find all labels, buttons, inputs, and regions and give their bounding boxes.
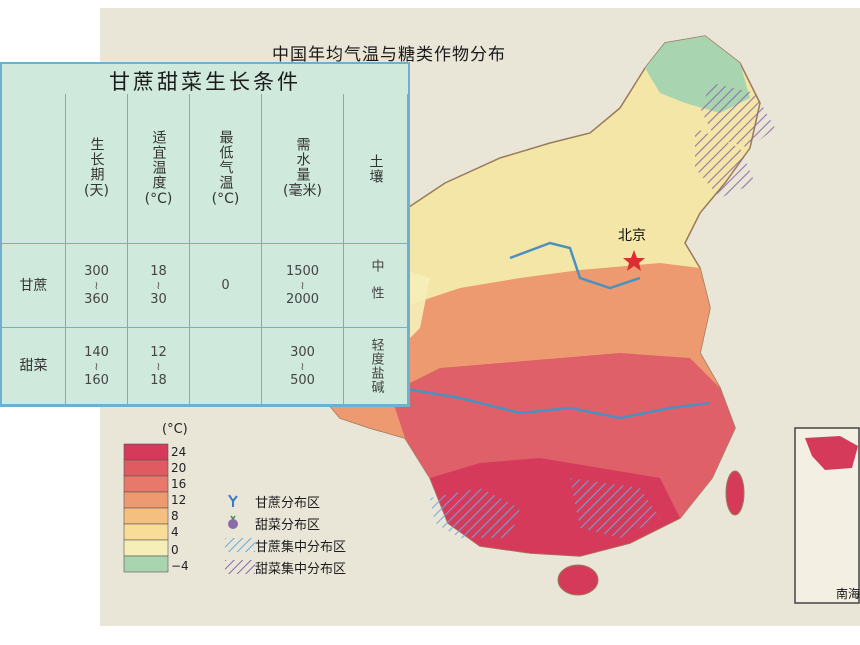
cell-min-temp: [190, 328, 262, 405]
yangtze-river: [399, 386, 711, 420]
row-label-sugarcane: 甘蔗: [2, 244, 66, 328]
legend-tick: 12: [171, 493, 187, 507]
sugarcane-icon: [228, 494, 238, 507]
taiwan-island: [725, 470, 745, 516]
table-grid: 生长期 (天) 适宜温度 (°C) 最低气温 (°C) 需水量 (毫米) 土壤 …: [2, 94, 408, 405]
cane-concentrated-area: [570, 478, 660, 538]
legend-item-sugar-beet-concentrated: 甜菜集中分布区: [225, 558, 346, 577]
cane-concentrated-area: [430, 488, 520, 538]
cell-growth-period: 300 ≀ 360: [66, 244, 128, 328]
cell-min-temp: 0: [190, 244, 262, 328]
legend-color-band: [123, 539, 169, 557]
legend-color-band: [123, 555, 169, 573]
cell-water-need: 300 ≀ 500: [262, 328, 344, 405]
legend-item-sugarcane-concentrated: 甘蔗集中分布区: [225, 536, 346, 555]
sugar-beet-concentrated-hatch: [225, 560, 255, 574]
legend-tick: 8: [171, 509, 179, 523]
legend-tick: 0: [171, 543, 179, 557]
cell-soil: 轻度盐碱: [344, 328, 408, 405]
inset-land: [805, 436, 858, 470]
legend-color-band: [123, 491, 169, 509]
legend-color-band: [123, 523, 169, 541]
cell-growth-period: 140 ≀ 160: [66, 328, 128, 405]
sugar-beet-icon: [228, 515, 238, 529]
legend-item-sugar-beet: 甜菜分布区: [225, 514, 320, 533]
header-corner: [2, 94, 66, 244]
map-title: 中国年均气温与糖类作物分布: [272, 45, 506, 65]
legend-unit: (°C): [162, 422, 188, 437]
cell-water-need: 1500 ≀ 2000: [262, 244, 344, 328]
beet-concentrated-area: [700, 83, 775, 148]
legend-tick: 20: [171, 461, 187, 475]
beijing-label: 北京: [618, 228, 646, 244]
row-label-sugar-beet: 甜菜: [2, 328, 66, 405]
growth-conditions-table: 甘蔗甜菜生长条件 生长期 (天) 适宜温度 (°C) 最低气温 (°C) 需水量…: [0, 62, 410, 407]
beijing-marker: [623, 250, 645, 271]
south-sea-label: 南海: [836, 587, 860, 601]
header-min-temp: 最低气温 (°C): [190, 94, 262, 244]
legend-tick: 24: [171, 445, 187, 459]
header-water-need: 需水量 (毫米): [262, 94, 344, 244]
temperature-scale: [123, 443, 169, 573]
legend-color-band: [123, 507, 169, 525]
legend-color-band: [123, 459, 169, 477]
legend-color-band: [123, 475, 169, 493]
legend-tick: −4: [171, 559, 189, 573]
header-growth-period: 生长期 (天): [66, 94, 128, 244]
cell-suitable-temp: 18 ≀ 30: [128, 244, 190, 328]
table-title: 甘蔗甜菜生长条件: [109, 70, 301, 94]
beet-concentrated-area: [695, 128, 755, 198]
sugarcane-concentrated-hatch: [225, 538, 255, 552]
cell-soil: 中性: [344, 244, 408, 328]
legend-tick: 4: [171, 525, 179, 539]
hainan-island: [557, 564, 599, 596]
header-suitable-temp: 适宜温度 (°C): [128, 94, 190, 244]
header-soil: 土壤: [344, 94, 408, 244]
cell-suitable-temp: 12 ≀ 18: [128, 328, 190, 405]
legend-color-band: [123, 443, 169, 461]
yellow-river: [509, 241, 641, 290]
legend-tick: 16: [171, 477, 187, 491]
legend-item-sugarcane: 甘蔗分布区: [225, 492, 320, 511]
